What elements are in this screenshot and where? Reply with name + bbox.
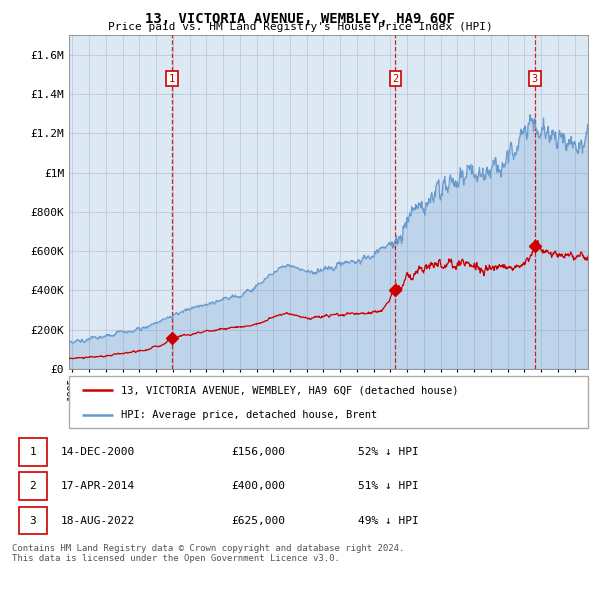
FancyBboxPatch shape: [19, 438, 47, 466]
Text: 13, VICTORIA AVENUE, WEMBLEY, HA9 6QF: 13, VICTORIA AVENUE, WEMBLEY, HA9 6QF: [145, 12, 455, 26]
Text: 3: 3: [532, 74, 538, 84]
Text: £156,000: £156,000: [231, 447, 285, 457]
Text: 3: 3: [29, 516, 36, 526]
Text: 2: 2: [392, 74, 398, 84]
Text: Contains HM Land Registry data © Crown copyright and database right 2024.
This d: Contains HM Land Registry data © Crown c…: [12, 544, 404, 563]
FancyBboxPatch shape: [19, 472, 47, 500]
Text: Price paid vs. HM Land Registry's House Price Index (HPI): Price paid vs. HM Land Registry's House …: [107, 22, 493, 32]
Text: 1: 1: [169, 74, 175, 84]
Text: 49% ↓ HPI: 49% ↓ HPI: [358, 516, 418, 526]
Text: 14-DEC-2000: 14-DEC-2000: [61, 447, 135, 457]
Text: £400,000: £400,000: [231, 481, 285, 491]
Text: 18-AUG-2022: 18-AUG-2022: [61, 516, 135, 526]
Text: 52% ↓ HPI: 52% ↓ HPI: [358, 447, 418, 457]
Text: £625,000: £625,000: [231, 516, 285, 526]
Text: HPI: Average price, detached house, Brent: HPI: Average price, detached house, Bren…: [121, 410, 377, 419]
Text: 1: 1: [29, 447, 36, 457]
Text: 2: 2: [29, 481, 36, 491]
Text: 51% ↓ HPI: 51% ↓ HPI: [358, 481, 418, 491]
FancyBboxPatch shape: [19, 507, 47, 535]
Text: 13, VICTORIA AVENUE, WEMBLEY, HA9 6QF (detached house): 13, VICTORIA AVENUE, WEMBLEY, HA9 6QF (d…: [121, 385, 458, 395]
Text: 17-APR-2014: 17-APR-2014: [61, 481, 135, 491]
